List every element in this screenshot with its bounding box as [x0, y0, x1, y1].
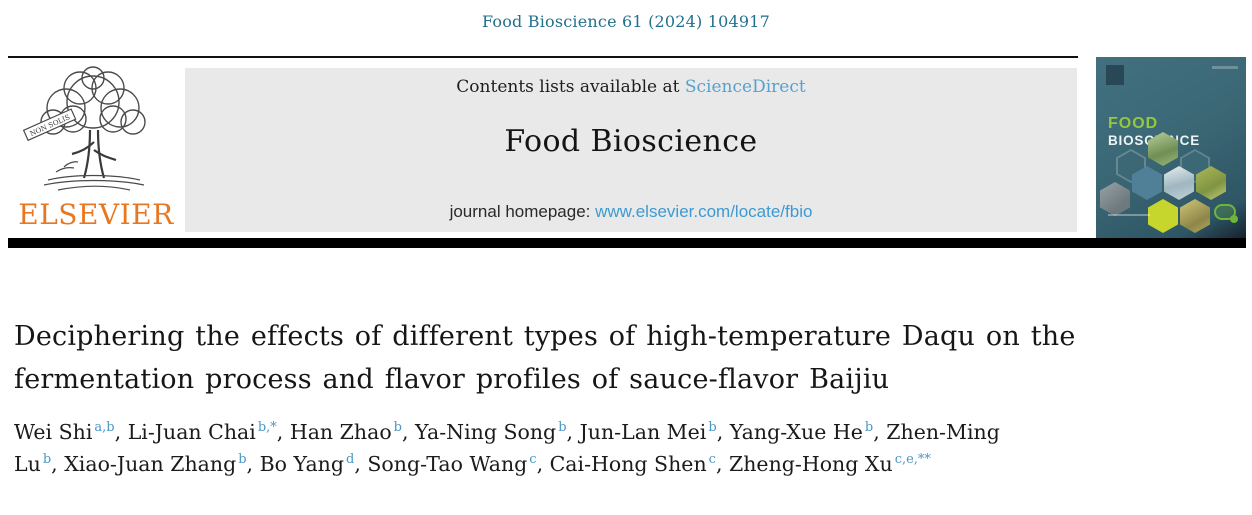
cover-hexagon	[1164, 166, 1194, 200]
journal-title: Food Bioscience	[504, 124, 758, 159]
cover-hexagon	[1196, 166, 1226, 200]
author-affiliation-superscript: b,*	[257, 420, 277, 436]
author-affiliation-superscript: b	[864, 420, 874, 436]
journal-citation: Food Bioscience 61 (2024) 104917	[481, 12, 771, 31]
publisher-logo-block: NON SOLIS ELSEVIER	[10, 62, 182, 232]
cover-green-emblem-icon	[1214, 204, 1238, 223]
elsevier-tree-icon: NON SOLIS	[22, 66, 146, 191]
author-name: Cai-Hong Shen	[549, 452, 707, 476]
cover-hexagon	[1100, 182, 1130, 216]
author-name: Jun-Lan Mei	[579, 420, 707, 444]
article-title: Deciphering the effects of different typ…	[14, 321, 1076, 395]
author-affiliation-superscript: b	[393, 420, 402, 436]
cover-title-food: FOOD	[1108, 115, 1159, 132]
contents-prefix: Contents lists available at	[456, 77, 685, 97]
author-name: Han Zhao	[289, 420, 392, 444]
cover-hexagon	[1132, 166, 1162, 200]
header-bottom-rule	[8, 238, 1246, 248]
author-affiliation-superscript: b	[708, 420, 717, 436]
homepage-link[interactable]: www.elsevier.com/locate/fbio	[595, 202, 813, 221]
cover-elsevier-mark-icon	[1106, 65, 1124, 85]
author-affiliation-superscript: c	[708, 452, 716, 468]
journal-header-box: Contents lists available at ScienceDirec…	[185, 68, 1077, 232]
author-name: Zheng-Hong Xu	[728, 452, 893, 476]
cover-hexagon	[1180, 199, 1210, 233]
author-name: Bo Yang	[259, 452, 344, 476]
cover-volume-text-placeholder	[1212, 66, 1238, 69]
author-name: Zhen-Ming Lu	[14, 420, 1000, 476]
author-list: Wei Shi a,b, Li-Juan Chai b,*, Han Zhao b, …	[14, 420, 1000, 476]
homepage-line: journal homepage: www.elsevier.com/locat…	[185, 202, 1077, 222]
author-affiliation-superscript: b	[238, 452, 247, 468]
journal-cover-thumbnail: FOOD BIOSCIENCE	[1096, 57, 1246, 238]
author-affiliation-superscript: b	[558, 420, 567, 436]
author-name: Song-Tao Wang	[367, 452, 528, 476]
author-affiliation-superscript: a,b	[94, 420, 115, 436]
publisher-name: ELSEVIER	[18, 198, 174, 231]
author-affiliation-superscript: d	[346, 452, 355, 468]
author-name: Li-Juan Chai	[127, 420, 256, 444]
homepage-prefix: journal homepage:	[449, 202, 596, 221]
header-top-rule	[8, 56, 1078, 58]
cover-hexagon	[1148, 132, 1178, 166]
sciencedirect-link[interactable]: ScienceDirect	[684, 77, 806, 97]
author-name: Yang-Xue He	[729, 420, 863, 444]
author-name: Wei Shi	[14, 420, 93, 444]
author-affiliation-superscript: c,e,**	[894, 452, 931, 468]
cover-hexagon	[1148, 199, 1178, 233]
cover-footer-text-placeholder	[1108, 214, 1150, 216]
author-affiliation-superscript: b	[42, 452, 52, 468]
author-name: Ya-Ning Song	[415, 420, 557, 444]
contents-line: Contents lists available at ScienceDirec…	[185, 77, 1077, 97]
author-name: Xiao-Juan Zhang	[64, 452, 237, 476]
author-affiliation-superscript: c	[529, 452, 537, 468]
